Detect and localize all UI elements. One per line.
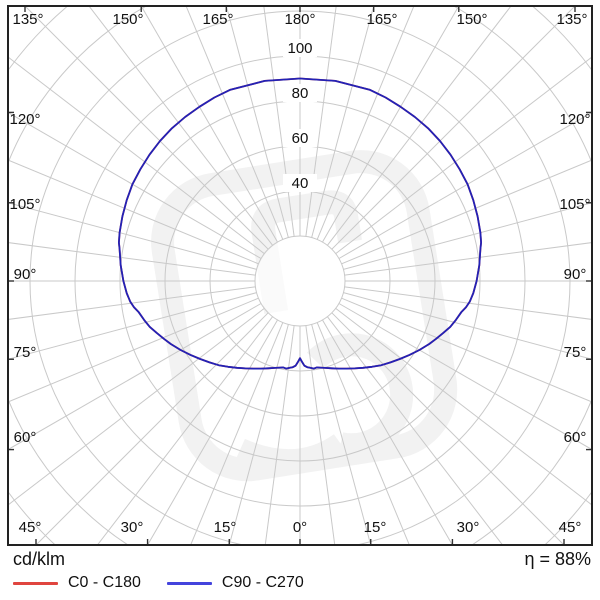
- legend-item-c0-c180: C0 - C180: [13, 574, 141, 592]
- curve-c90-c270: [118, 77, 482, 370]
- svg-text:180°: 180°: [284, 11, 315, 28]
- legend: C0 - C180 C90 - C270: [13, 574, 330, 592]
- inner-circle: [256, 237, 344, 325]
- svg-text:165°: 165°: [366, 11, 397, 28]
- legend-label-c0-c180: C0 - C180: [68, 574, 141, 591]
- svg-text:75°: 75°: [14, 344, 37, 361]
- svg-text:30°: 30°: [121, 519, 144, 536]
- svg-text:105°: 105°: [559, 196, 590, 213]
- svg-text:135°: 135°: [12, 11, 43, 28]
- efficiency-value: η = 88%: [524, 549, 591, 569]
- svg-text:15°: 15°: [364, 519, 387, 536]
- legend-label-c90-c270: C90 - C270: [221, 574, 304, 591]
- svg-text:0°: 0°: [293, 519, 307, 536]
- svg-text:60: 60: [292, 130, 309, 147]
- svg-text:75°: 75°: [564, 344, 587, 361]
- angle-labels: 135° 150° 165° 180° 165° 150° 135° 45° 30° 15° 0° 1…: [9, 11, 590, 536]
- svg-text:120°: 120°: [559, 111, 590, 128]
- svg-text:165°: 165°: [202, 11, 233, 28]
- legend-item-c90-c270: C90 - C270: [166, 574, 304, 592]
- svg-text:105°: 105°: [9, 196, 40, 213]
- svg-text:150°: 150°: [456, 11, 487, 28]
- border-ticks: [8, 6, 592, 545]
- svg-text:150°: 150°: [112, 11, 143, 28]
- legend-line-red: [13, 581, 58, 585]
- svg-text:90°: 90°: [14, 266, 37, 283]
- units-label: cd/klm: [13, 549, 66, 569]
- svg-text:80: 80: [292, 85, 309, 102]
- chart-border: [7, 5, 593, 546]
- svg-text:90°: 90°: [564, 266, 587, 283]
- legend-line-blue: [166, 581, 212, 585]
- svg-text:135°: 135°: [556, 11, 587, 28]
- svg-text:15°: 15°: [214, 519, 237, 536]
- svg-text:45°: 45°: [559, 519, 582, 536]
- svg-text:100: 100: [287, 40, 312, 57]
- svg-text:60°: 60°: [14, 429, 37, 446]
- svg-text:30°: 30°: [457, 519, 480, 536]
- svg-text:45°: 45°: [19, 519, 42, 536]
- svg-text:60°: 60°: [564, 429, 587, 446]
- ring-value-labels: 40 60 80 100: [283, 39, 317, 192]
- svg-text:120°: 120°: [9, 111, 40, 128]
- svg-text:40: 40: [292, 175, 309, 192]
